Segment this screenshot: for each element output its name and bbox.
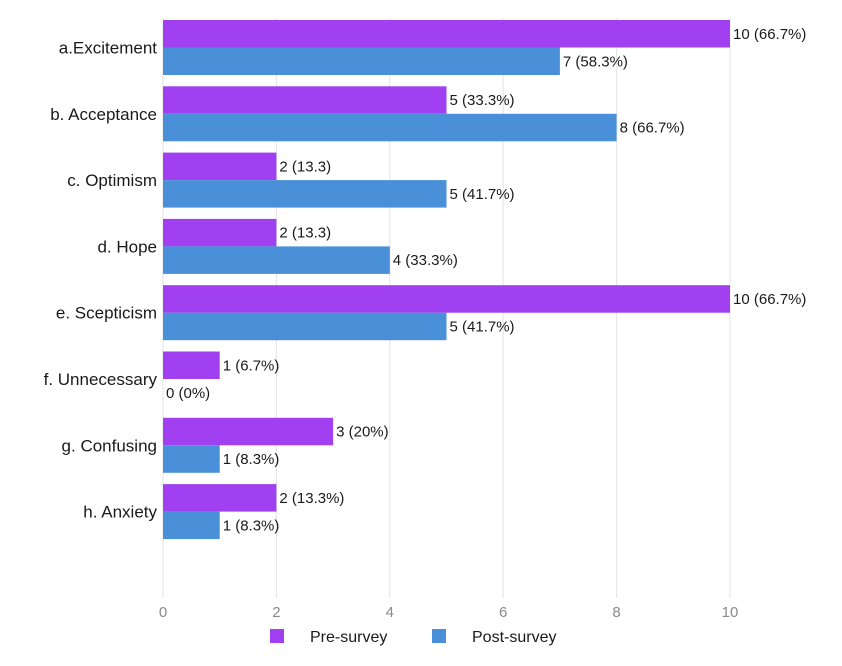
- bar-pre-survey-e-scepticism: [163, 285, 730, 313]
- legend-label-post-survey: Post-survey: [472, 629, 556, 646]
- value-label-post-survey-e-scepticism: 5 (41.7%): [450, 318, 515, 335]
- value-label-pre-survey-b-acceptance: 5 (33.3%): [450, 92, 515, 109]
- bar-post-survey-b-acceptance: [163, 113, 617, 142]
- category-labels: a.Excitement b. Acceptance c. Optimism d. H…: [44, 39, 158, 522]
- value-labels: 10 (66.7%) 7 (58.3%) 5 (33.3%) 8 (66.7%) 2 (…: [166, 26, 806, 535]
- bar-pre-survey-c-optimism: [163, 152, 277, 181]
- x-axis-ticks: 0 2 4 6 8 10: [159, 604, 739, 621]
- bar-post-survey-a-excitement: [163, 47, 560, 75]
- value-label-post-survey-f-unnecessary: 0 (0%): [166, 385, 210, 402]
- category-label-c-optimism: c. Optimism: [67, 171, 157, 190]
- value-label-pre-survey-d-hope: 2 (13.3): [279, 225, 331, 242]
- x-tick-label-10: 10: [722, 604, 739, 621]
- x-tick-label-0: 0: [159, 604, 167, 621]
- category-label-a-excitement: a.Excitement: [59, 39, 158, 58]
- bar-post-survey-d-hope: [163, 246, 390, 274]
- x-tick-label-4: 4: [386, 604, 394, 621]
- bar-post-survey-g-confusing: [163, 445, 220, 473]
- value-label-pre-survey-c-optimism: 2 (13.3): [279, 158, 331, 175]
- value-label-post-survey-d-hope: 4 (33.3%): [393, 252, 458, 269]
- value-label-post-survey-h-anxiety: 1 (8.3%): [223, 517, 280, 534]
- value-label-pre-survey-h-anxiety: 2 (13.3%): [279, 490, 344, 507]
- bar-post-survey-e-scepticism: [163, 312, 447, 341]
- value-label-pre-survey-e-scepticism: 10 (66.7%): [733, 291, 806, 308]
- bar-pre-survey-a-excitement: [163, 20, 730, 48]
- bar-pre-survey-h-anxiety: [163, 484, 277, 512]
- bar-pre-survey-g-confusing: [163, 417, 334, 446]
- value-label-post-survey-a-excitement: 7 (58.3%): [563, 53, 628, 70]
- bar-post-survey-h-anxiety: [163, 511, 220, 540]
- value-label-pre-survey-a-excitement: 10 (66.7%): [733, 26, 806, 43]
- category-label-g-confusing: g. Confusing: [62, 436, 157, 455]
- category-label-d-hope: d. Hope: [97, 237, 157, 256]
- category-label-h-anxiety: h. Anxiety: [83, 503, 157, 522]
- value-label-post-survey-g-confusing: 1 (8.3%): [223, 451, 280, 468]
- legend-swatch-post-survey: [432, 629, 446, 643]
- x-tick-label-2: 2: [272, 604, 280, 621]
- category-label-f-unnecessary: f. Unnecessary: [44, 370, 158, 389]
- bars: [163, 20, 730, 540]
- category-label-e-scepticism: e. Scepticism: [56, 304, 157, 323]
- bar-post-survey-c-optimism: [163, 180, 447, 208]
- legend-label-pre-survey: Pre-survey: [310, 629, 387, 646]
- legend: Pre-survey Post-survey: [270, 629, 556, 646]
- category-label-b-acceptance: b. Acceptance: [50, 105, 157, 124]
- value-label-pre-survey-f-unnecessary: 1 (6.7%): [223, 357, 280, 374]
- x-tick-label-8: 8: [612, 604, 620, 621]
- bar-pre-survey-d-hope: [163, 218, 277, 247]
- x-tick-label-6: 6: [499, 604, 507, 621]
- value-label-post-survey-c-optimism: 5 (41.7%): [450, 186, 515, 203]
- value-label-post-survey-b-acceptance: 8 (66.7%): [620, 120, 685, 137]
- value-label-pre-survey-g-confusing: 3 (20%): [336, 424, 389, 441]
- bar-pre-survey-b-acceptance: [163, 86, 447, 114]
- bar-pre-survey-f-unnecessary: [163, 351, 220, 379]
- legend-swatch-pre-survey: [270, 629, 284, 643]
